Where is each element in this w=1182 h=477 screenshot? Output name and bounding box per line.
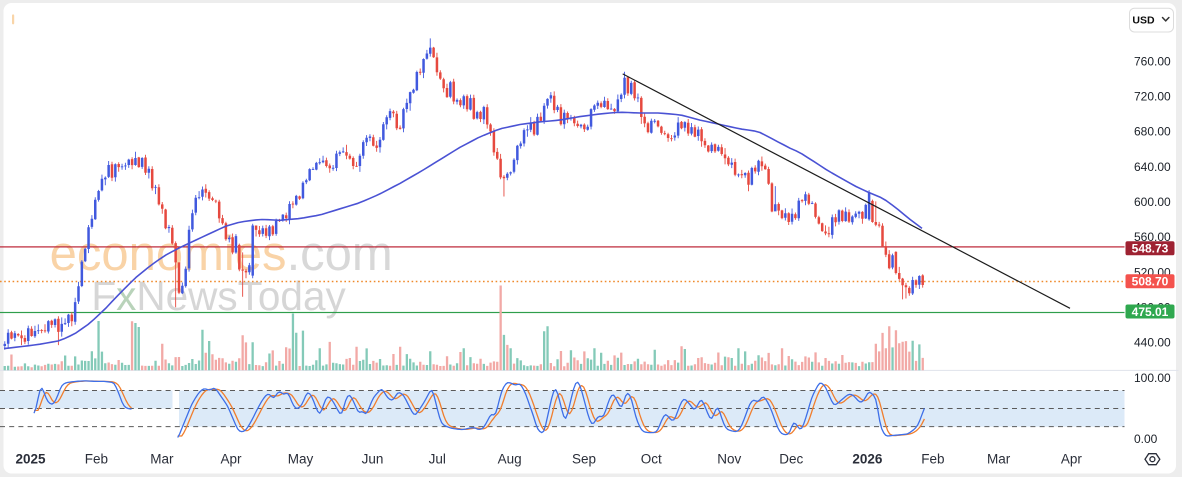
svg-text:680.00: 680.00 xyxy=(1134,125,1171,139)
svg-text:548.73: 548.73 xyxy=(1132,242,1169,256)
svg-text:Dec: Dec xyxy=(779,452,803,467)
svg-text:100.00: 100.00 xyxy=(1134,371,1171,385)
svg-text:economies.com: economies.com xyxy=(50,227,393,281)
svg-text:Jun: Jun xyxy=(362,452,384,467)
svg-text:Mar: Mar xyxy=(150,452,174,467)
svg-text:600.00: 600.00 xyxy=(1134,195,1171,209)
svg-text:720.00: 720.00 xyxy=(1134,90,1171,104)
svg-text:Jul: Jul xyxy=(429,452,446,467)
svg-text:0.00: 0.00 xyxy=(1134,432,1158,446)
svg-text:Oct: Oct xyxy=(641,452,662,467)
svg-text:2025: 2025 xyxy=(15,452,46,467)
svg-text:Aug: Aug xyxy=(498,452,522,467)
svg-text:Apr: Apr xyxy=(1061,452,1083,467)
svg-text:Sep: Sep xyxy=(572,452,596,467)
svg-text:2026: 2026 xyxy=(852,452,883,467)
svg-text:560.00: 560.00 xyxy=(1134,230,1171,244)
svg-text:May: May xyxy=(288,452,314,467)
svg-text:640.00: 640.00 xyxy=(1134,160,1171,174)
svg-text:Mar: Mar xyxy=(987,452,1011,467)
svg-text:USD: USD xyxy=(1132,15,1155,27)
svg-text:760.00: 760.00 xyxy=(1134,54,1171,68)
svg-text:Feb: Feb xyxy=(921,452,944,467)
svg-text:Apr: Apr xyxy=(220,452,242,467)
svg-text:440.00: 440.00 xyxy=(1134,336,1171,350)
svg-text:Feb: Feb xyxy=(85,452,108,467)
svg-text:475.01: 475.01 xyxy=(1132,305,1169,319)
svg-text:FxNewsToday: FxNewsToday xyxy=(91,273,346,319)
svg-text:Nov: Nov xyxy=(717,452,741,467)
svg-text:508.70: 508.70 xyxy=(1132,275,1169,289)
